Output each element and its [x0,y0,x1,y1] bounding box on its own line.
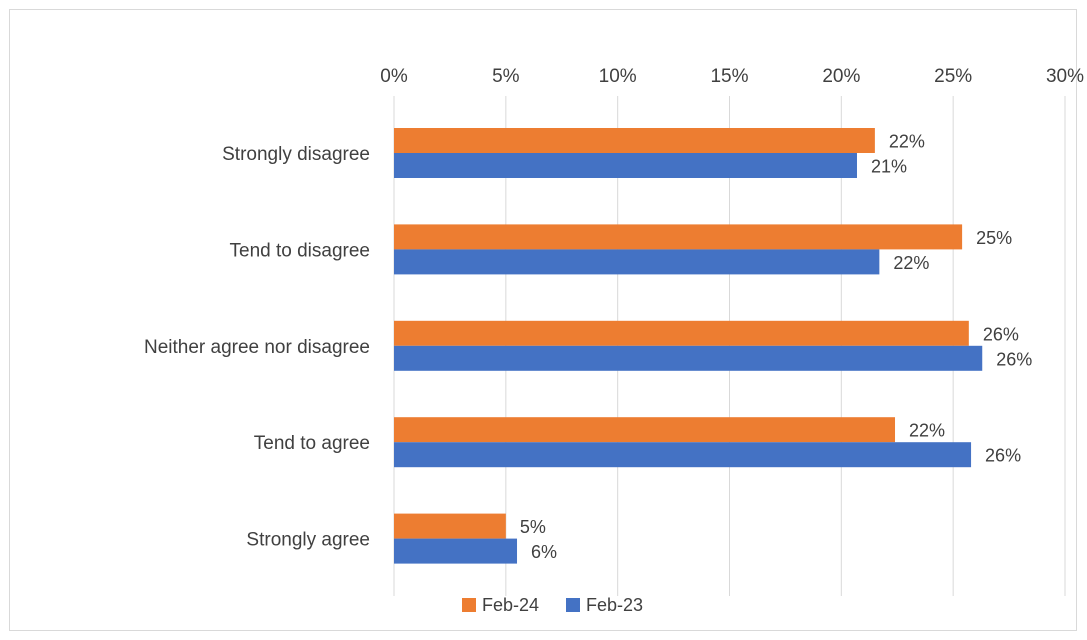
category-labels: Strongly disagree Tend to disagree Neither… [144,144,370,551]
data-labels: 22% 21% 25% 22% 26% 26% 22% 26% 5% 6% [520,132,1032,563]
category-label: Strongly agree [246,530,370,551]
bar-feb-24 [394,128,875,153]
bar-feb-24 [394,417,896,443]
x-axis-ticks: 0% 5% 10% 15% 20% 25% 30% [380,66,1084,87]
x-tick-label: 0% [380,66,408,87]
x-tick-label: 5% [492,66,520,87]
data-label: 22% [893,253,929,273]
bar-feb-23 [394,538,518,564]
x-tick-label: 20% [822,66,860,87]
legend-label: Feb-24 [482,595,539,615]
x-tick-label: 10% [599,66,637,87]
x-tick-label: 15% [710,66,748,87]
data-label: 6% [531,542,557,562]
bar-feb-23 [394,345,983,371]
data-label: 22% [889,132,925,152]
chart-area [9,9,1077,631]
data-label: 26% [983,324,1019,344]
bar-feb-24 [394,224,963,250]
x-tick-label: 30% [1046,66,1084,87]
legend-swatch-feb-24 [462,598,476,612]
data-label: 25% [976,228,1012,248]
legend-swatch-feb-23 [566,598,580,612]
category-label: Tend to agree [254,433,370,454]
bar-feb-24 [394,513,506,539]
data-label: 22% [909,421,945,441]
bars [394,128,983,564]
category-label: Neither agree nor disagree [144,337,370,358]
data-label: 26% [985,446,1021,466]
bar-feb-24 [394,320,969,346]
category-label: Tend to disagree [230,240,371,261]
data-label: 5% [520,517,546,537]
legend-label: Feb-23 [586,595,643,615]
data-label: 21% [871,157,907,177]
bar-feb-23 [394,249,880,275]
bar-feb-23 [394,442,972,468]
bar-feb-23 [394,153,857,178]
data-label: 26% [996,349,1032,369]
x-tick-label: 25% [934,66,972,87]
category-label: Strongly disagree [222,144,370,165]
legend: Feb-24 Feb-23 [462,595,643,615]
